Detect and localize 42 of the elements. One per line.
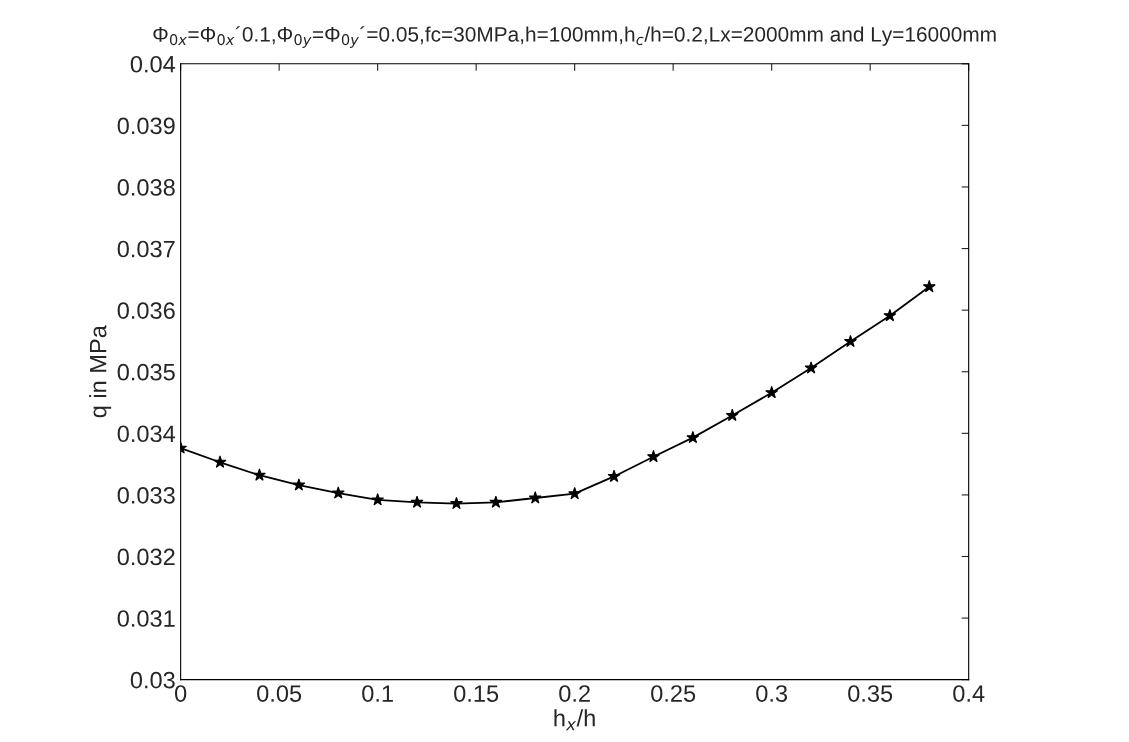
point (844, 334, 857, 348)
x-tick-label: 0.15 (454, 685, 499, 702)
x-axis-title: h$_{x}$/h (554, 709, 595, 731)
point (252, 468, 266, 481)
y-tick-label: 0.037 (117, 240, 175, 258)
x-tick-label: 0 (175, 685, 187, 702)
x-tick-label: 0.1 (362, 685, 393, 702)
point (213, 455, 227, 468)
y-tick-label: 0.039 (117, 117, 175, 135)
y-tick-label: 0.036 (117, 302, 175, 319)
point (922, 279, 936, 293)
point (371, 493, 385, 506)
point (489, 495, 503, 508)
y-tick-label: 0.032 (117, 548, 175, 566)
y-tick-label: 0.035 (117, 363, 175, 381)
y-tick-label: 0.04 (130, 55, 176, 73)
y-tick-label: 0.033 (117, 486, 175, 504)
point (607, 469, 621, 483)
point (528, 491, 542, 504)
point (331, 486, 345, 499)
point (883, 308, 897, 322)
x-tick-label: 0.2 (559, 685, 590, 702)
point (725, 408, 739, 422)
x-tick-label: 0.4 (953, 685, 985, 702)
y-tick-label: 0.038 (117, 179, 175, 196)
y-axis-title: q in MPa (89, 325, 112, 418)
x-tick-label: 0.25 (651, 685, 696, 702)
x-tick-label: 0.35 (848, 685, 893, 702)
y-tick-label: 0.034 (117, 425, 176, 443)
y-tick-label: 0.03 (130, 671, 175, 689)
point (568, 486, 582, 500)
point (686, 430, 700, 444)
point (804, 361, 818, 374)
x-tick-label: 0.3 (756, 685, 788, 702)
point (410, 495, 424, 508)
point (765, 385, 779, 399)
point (292, 478, 306, 491)
point (449, 496, 463, 510)
x-tick-label: 0.05 (257, 685, 302, 702)
point (647, 449, 660, 463)
chart-title: Φ$_{0x}$=Φ$_{0x}$´0.1,Φ$_{0y}$=Φ$_{0y}$´=0.05,fc=30MPa,h=100mm,h$_{c}$/h=0.2,Lx=2000mm and Ly=16000mm (153, 26, 996, 48)
y-tick-label: 0.031 (117, 610, 175, 627)
